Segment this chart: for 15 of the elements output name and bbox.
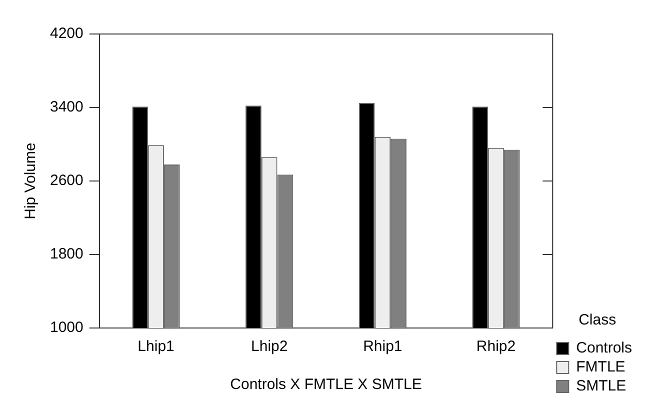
y-axis-title: Hip Volume [22, 142, 40, 220]
x-tick-label: Rhip1 [363, 338, 402, 356]
legend-label: SMTLE [576, 378, 626, 395]
y-tick-label: 1800 [50, 246, 84, 263]
legend-label: FMTLE [576, 358, 626, 376]
x-tick-label: Rhip2 [476, 338, 516, 356]
x-tick-label: Lhip2 [250, 338, 288, 356]
legend-title: Class [578, 312, 616, 329]
y-tick-label: 1000 [50, 319, 84, 336]
x-tick-label: Lhip1 [138, 338, 174, 356]
x-axis-title: Controls X FMTLE X SMTLE [230, 376, 422, 394]
y-tick-label: 4200 [50, 25, 84, 42]
legend-label: Controls [576, 340, 632, 357]
y-tick-label: 2600 [50, 172, 84, 190]
y-tick-label: 3400 [50, 98, 84, 116]
